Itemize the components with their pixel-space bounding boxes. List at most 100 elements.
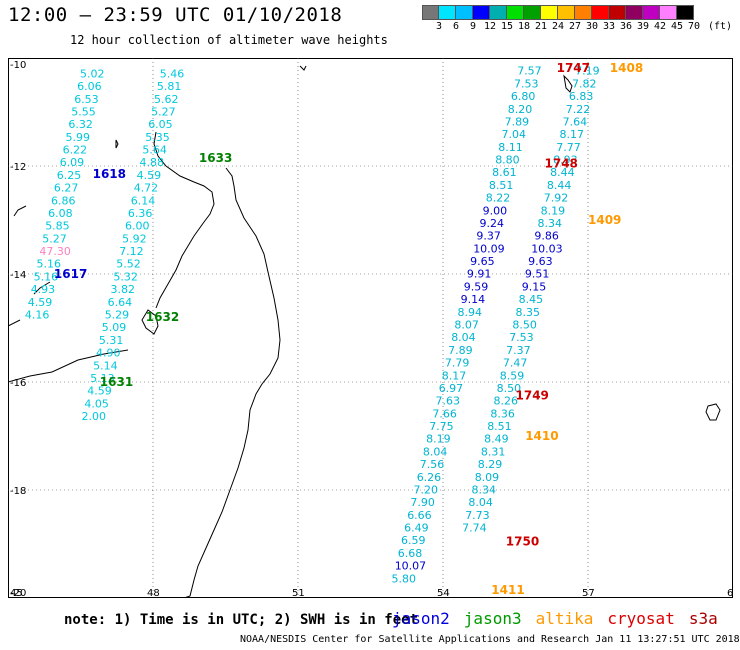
- wave-height-value: 8.93: [553, 154, 578, 167]
- wave-height-value: 7.53: [509, 331, 534, 344]
- colorbar-label: 33: [602, 21, 616, 32]
- wave-height-value: 7.56: [420, 458, 445, 471]
- wave-height-value: 8.17: [560, 128, 585, 141]
- wave-height-value: 9.51: [525, 268, 550, 281]
- colorbar-label: 3: [435, 21, 443, 32]
- wave-height-value: 8.17: [442, 369, 467, 382]
- wave-height-value: 6.86: [51, 194, 76, 207]
- wave-height-value: 4.59: [137, 169, 162, 182]
- colorbar-label: 21: [534, 21, 548, 32]
- wave-height-value: 8.31: [481, 445, 506, 458]
- wave-height-value: 6.66: [407, 509, 432, 522]
- wave-height-value: 9.86: [534, 230, 559, 243]
- wave-height-value: 8.34: [538, 217, 563, 230]
- colorbar-labels: (ft) 3 6 9 12 15 18 21 24 27 30 33 36 39 42 45 70: [422, 21, 740, 35]
- mayotte-coastline: [115, 139, 119, 149]
- pass-time-label: 1408: [610, 61, 643, 75]
- wave-height-value: 8.94: [458, 306, 483, 319]
- colorbar-swatch: [456, 5, 473, 20]
- wave-height-value: 8.09: [475, 471, 500, 484]
- colorbar-swatch: [524, 5, 541, 20]
- wave-height-value: 6.49: [404, 522, 429, 535]
- wave-height-value: 6.32: [68, 118, 93, 131]
- legend-entry-s3a: s3a: [688, 609, 718, 628]
- wave-height-value: 6.06: [77, 80, 102, 93]
- wave-height-value: 5.81: [157, 80, 182, 93]
- wave-height-value: 5.13: [90, 372, 115, 385]
- wave-height-value: 8.26: [494, 395, 519, 408]
- wave-height-value: 7.20: [414, 484, 439, 497]
- colorbar-swatch: [541, 5, 558, 20]
- wave-height-value: 5.85: [45, 220, 69, 233]
- colorbar-swatch: [609, 5, 626, 20]
- wave-height-value: 8.35: [516, 306, 541, 319]
- wave-height-value: 5.55: [71, 106, 96, 119]
- coastline: [8, 65, 721, 598]
- colorbar-label: 6: [452, 21, 460, 32]
- satellite-legend: jason2 jason3 altika cryosat s3a: [392, 609, 718, 628]
- wave-height-value: 7.63: [436, 395, 461, 408]
- wave-height-value: 6.36: [128, 207, 152, 220]
- colorbar-label: 15: [500, 21, 514, 32]
- wave-height-value: 4.90: [96, 347, 121, 360]
- wave-height-value: 7.90: [410, 496, 435, 509]
- pass-time-label: 1410: [525, 429, 558, 443]
- wave-height-value: 8.49: [484, 433, 509, 446]
- longitude-tick-label: 60: [727, 588, 733, 598]
- units-note: note: 1) Time is in UTC; 2) SWH is in fe…: [64, 612, 419, 628]
- wave-height-value: 7.77: [556, 141, 581, 154]
- page-subtitle: 12 hour collection of altimeter wave hei…: [70, 33, 388, 47]
- wave-height-value: 6.05: [148, 118, 173, 131]
- wave-height-value: 8.20: [508, 103, 533, 116]
- wave-height-value: 8.04: [468, 496, 493, 509]
- colorbar-swatch: [643, 5, 660, 20]
- wave-height-value: 8.45: [519, 293, 544, 306]
- legend-entry-altika: altika: [535, 609, 594, 628]
- wave-height-value: 7.73: [465, 509, 490, 522]
- wave-height-value: 7.64: [563, 116, 588, 129]
- wave-height-value: 8.36: [490, 407, 515, 420]
- pass-time-label: 1409: [588, 213, 621, 227]
- legend-entry-jason3: jason3: [463, 609, 522, 628]
- wave-height-value: 5.16: [34, 270, 59, 283]
- wave-height-value: 8.51: [487, 420, 512, 433]
- wave-height-value: 6.26: [417, 471, 442, 484]
- pass-times: 1747 1408 1633 1618 1748 1409 1617 1632 1749 1631…: [54, 61, 643, 597]
- colorbar-swatch: [660, 5, 677, 20]
- wave-height-value: 8.04: [423, 445, 448, 458]
- wave-height-value: 5.46: [160, 67, 185, 80]
- colorbar-swatch: [626, 5, 643, 20]
- wave-height-value: 5.35: [145, 131, 170, 144]
- wave-height-value: 8.59: [500, 369, 525, 382]
- wave-height-value: 6.59: [401, 534, 426, 547]
- colorbar-label: 30: [585, 21, 599, 32]
- wave-height-value: 6.83: [569, 90, 594, 103]
- wave-height-value: 7.19: [575, 65, 600, 78]
- latitude-tick-label: -16: [10, 378, 26, 389]
- pass-time-label: 1618: [93, 167, 126, 181]
- map-grid: 45 48 51 54 57 60 -10 -12 -14 -16 -18 -20: [8, 58, 733, 598]
- wave-height-value: 6.27: [54, 182, 79, 195]
- latitude-tick-label: -20: [10, 588, 26, 598]
- pass-time-label: 1632: [146, 310, 179, 324]
- wave-height-value: 5.14: [93, 359, 118, 372]
- longitude-tick-label: 45: [10, 588, 23, 598]
- wave-height-value: 5.80: [392, 572, 417, 585]
- colorbar: [422, 5, 694, 20]
- wave-height-value: 5.32: [113, 270, 137, 283]
- reunion-coastline: [705, 403, 721, 421]
- wave-height-value: 5.62: [154, 93, 179, 106]
- wave-height-value: 6.68: [398, 547, 423, 560]
- wave-height-value: 6.08: [48, 207, 73, 220]
- wave-height-value: 5.27: [151, 106, 176, 119]
- pass-time-label: 1617: [54, 267, 87, 281]
- colorbar-swatch: [473, 5, 490, 20]
- wave-height-value: 6.64: [108, 296, 133, 309]
- colorbar-swatch: [575, 5, 592, 20]
- wave-height-value: 5.09: [102, 321, 127, 334]
- wave-height-value: 5.16: [37, 258, 62, 271]
- colorbar-swatch: [507, 5, 524, 20]
- wave-height-value: 5.31: [99, 334, 124, 347]
- wave-height-value: 4.93: [31, 283, 56, 296]
- mauritius-coastline: [563, 74, 573, 93]
